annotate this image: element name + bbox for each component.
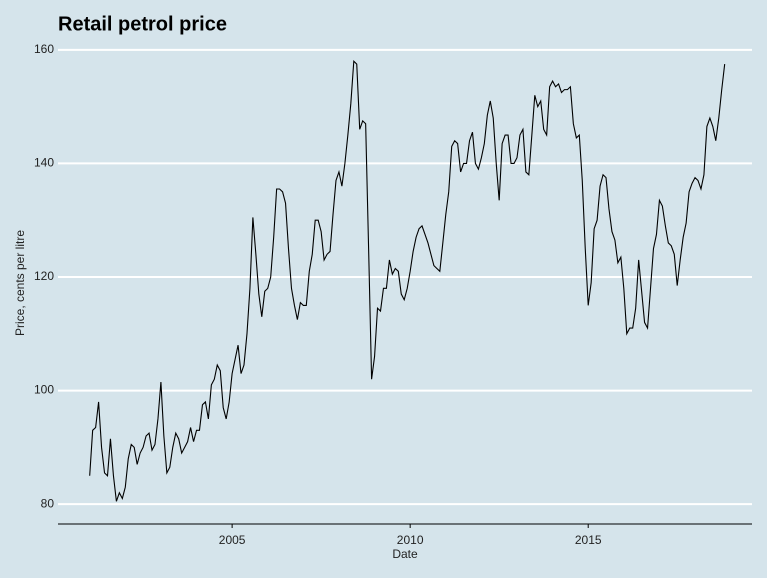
y-axis-label: Price, cents per litre (13, 230, 27, 336)
chart-title: Retail petrol price (58, 13, 227, 35)
x-tick-label: 2005 (219, 533, 246, 547)
y-tick-label: 140 (34, 156, 54, 170)
y-tick-label: 100 (34, 383, 54, 397)
price-line (89, 60, 726, 502)
x-tick-label: 2010 (397, 533, 424, 547)
y-tick-label: 80 (41, 496, 55, 510)
y-tick-label: 160 (34, 42, 54, 56)
x-axis-label: Date (392, 547, 418, 561)
x-tick-label: 2015 (575, 533, 602, 547)
y-tick-label: 120 (34, 269, 54, 283)
